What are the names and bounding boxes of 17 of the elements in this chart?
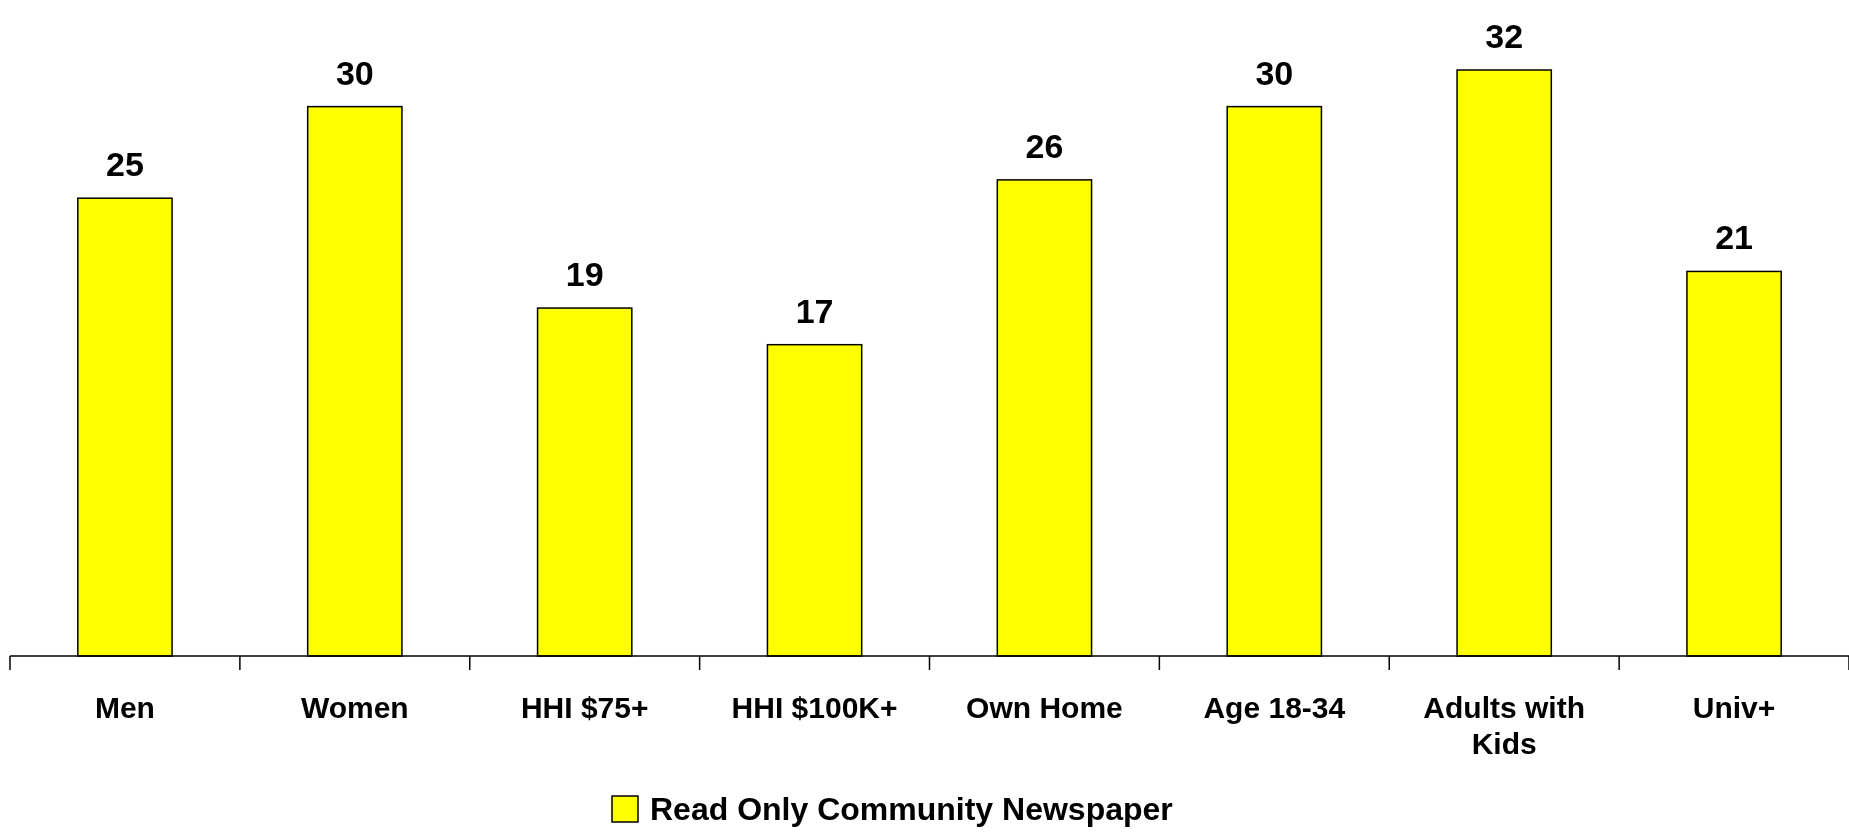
- data-label: 19: [565, 255, 604, 294]
- legend-label: Read Only Community Newspaper: [650, 791, 1173, 827]
- x-tick-label: Men: [94, 691, 155, 724]
- x-tick-label: Age 18-34: [1203, 691, 1346, 724]
- data-label: 17: [795, 291, 834, 330]
- data-label: 26: [1025, 126, 1064, 165]
- data-label: 30: [1255, 53, 1294, 92]
- x-tick-label: HHI $75+: [520, 691, 649, 724]
- data-label: 30: [335, 53, 374, 92]
- data-label: 32: [1485, 17, 1524, 55]
- x-tick-label: Adults with Kids: [1423, 691, 1586, 760]
- x-tick-label: Own Home: [966, 691, 1123, 724]
- x-tick-label: HHI $100K+: [731, 691, 898, 724]
- data-label: 21: [1715, 218, 1753, 257]
- data-label: 25: [106, 145, 144, 184]
- x-tick-label: Women: [300, 691, 409, 724]
- x-tick-label: Univ+: [1692, 691, 1776, 724]
